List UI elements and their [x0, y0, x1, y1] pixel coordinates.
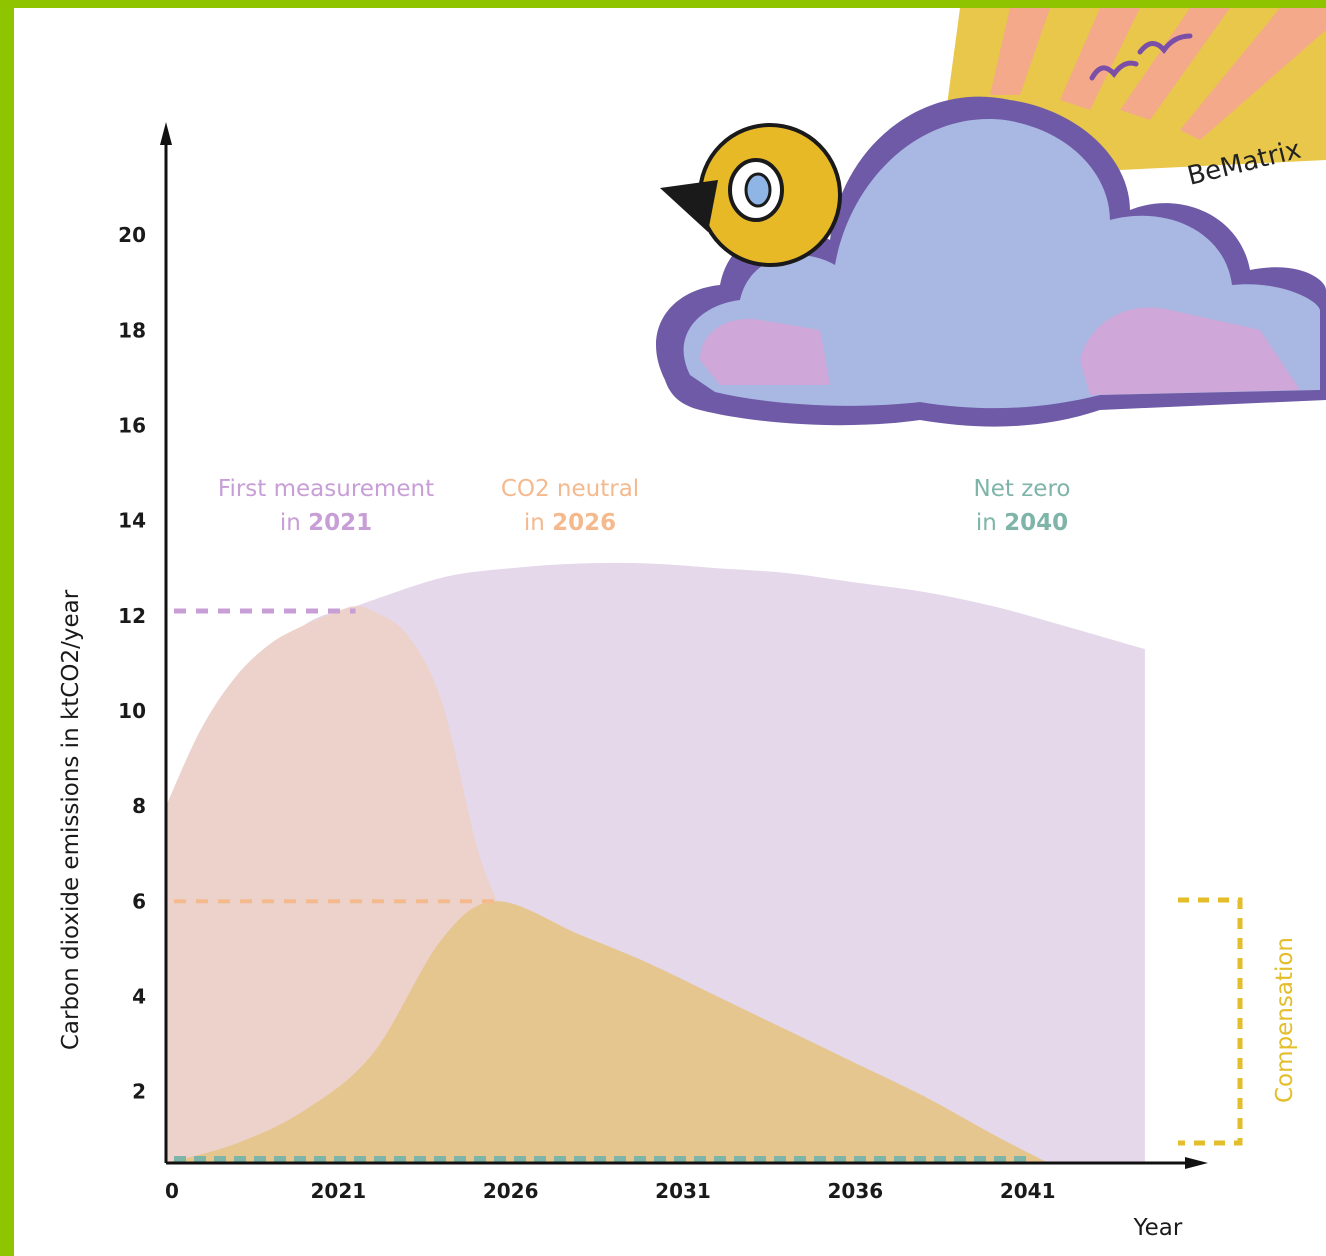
- x-tick-label: 2036: [827, 1179, 883, 1203]
- x-axis-arrow-icon: [1185, 1157, 1208, 1169]
- y-tick-label: 12: [118, 604, 146, 628]
- milestone-year: in 2021: [280, 510, 372, 536]
- y-tick-label: 8: [132, 794, 146, 818]
- x-tick-label: 0: [165, 1179, 179, 1203]
- y-tick-label: 6: [132, 889, 146, 913]
- cloud-icon: [656, 96, 1326, 427]
- x-tick-label: 2021: [310, 1179, 366, 1203]
- compensation-label: Compensation: [1272, 937, 1298, 1103]
- y-axis-arrow-icon: [160, 122, 172, 145]
- y-tick-labels: 2 4 6 8 10 12 14 16 18 20: [118, 223, 146, 1103]
- milestone-annotations: First measurement in 2021 CO2 neutral in 20…: [218, 476, 1071, 536]
- milestone-year: in 2026: [524, 510, 616, 536]
- x-tick-label: 2031: [655, 1179, 711, 1203]
- y-tick-label: 14: [118, 509, 146, 533]
- compensation-bracket: [1178, 897, 1243, 1146]
- y-tick-label: 10: [118, 699, 146, 723]
- bird-icon: [660, 123, 842, 267]
- milestone-title: CO2 neutral: [501, 476, 639, 502]
- y-tick-label: 16: [118, 413, 146, 437]
- milestone-title: Net zero: [974, 476, 1071, 502]
- x-tick-label: 2026: [483, 1179, 539, 1203]
- frame-left-border: [0, 0, 14, 1256]
- flying-birds-icon: [1089, 33, 1193, 81]
- y-tick-label: 4: [132, 984, 146, 1008]
- illustration: BeMatrix: [656, 8, 1326, 427]
- compensation-area: [166, 901, 1049, 1163]
- milestone-year: in 2040: [976, 510, 1068, 536]
- y-axis-title: Carbon dioxide emissions in ktCO2/year: [58, 589, 84, 1050]
- y-tick-label: 2: [132, 1080, 146, 1104]
- x-tick-labels: 0 2021 2026 2031 2036 2041: [165, 1179, 1055, 1203]
- frame-top-border: [0, 0, 1326, 8]
- milestone-title: First measurement: [218, 476, 434, 502]
- x-tick-label: 2041: [1000, 1179, 1056, 1203]
- x-axis-title: Year: [1133, 1215, 1183, 1241]
- y-tick-label: 18: [118, 318, 146, 342]
- y-tick-label: 20: [118, 223, 146, 247]
